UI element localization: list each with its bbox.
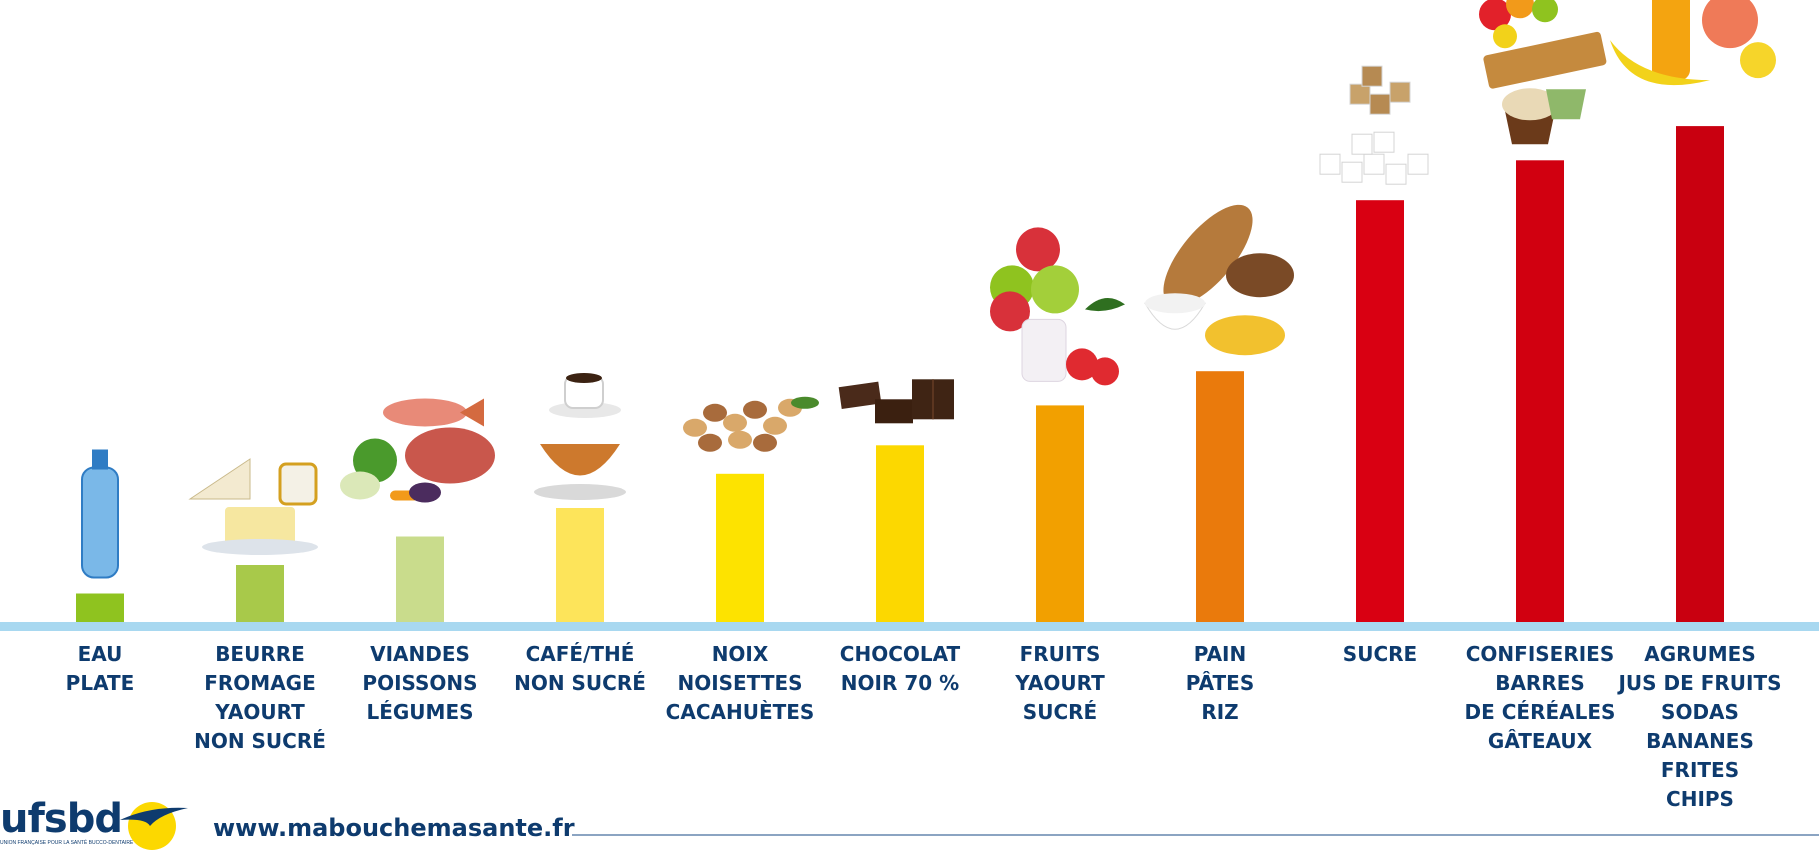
bar <box>1036 405 1084 622</box>
x-tick-label: SUCRE <box>1342 642 1418 666</box>
sugar-cubes-icon <box>1319 65 1429 185</box>
sweets-cereal-bar-icon <box>1479 0 1607 145</box>
footer-divider <box>572 834 1819 836</box>
bar <box>1356 200 1404 622</box>
chocolate-icon <box>838 379 954 424</box>
water-bottle-icon <box>81 449 119 579</box>
x-tick-label: NOIX NOISETTES CACAHUÈTES <box>665 642 815 724</box>
bar <box>716 473 764 622</box>
citrus-soda-fries-icon <box>1610 0 1776 86</box>
x-tick-label: PAIN PÂTES RIZ <box>1185 642 1255 724</box>
nuts-icon <box>683 396 819 452</box>
bar <box>876 445 924 622</box>
cheese-butter-icon <box>188 458 318 555</box>
bar <box>396 536 444 622</box>
x-tick-label: FRUITS YAOURT SUCRÉ <box>1015 642 1105 724</box>
bars <box>76 126 1724 623</box>
x-tick-label: CONFISERIES BARRES DE CÉRÉALES GÂTEAUX <box>1464 642 1616 753</box>
bar <box>76 593 124 622</box>
coffee-tea-icon <box>534 373 626 500</box>
bar <box>1196 371 1244 622</box>
bar <box>1676 126 1724 622</box>
website-url[interactable]: www.mabouchemasante.fr <box>213 814 575 842</box>
logo-text: ufsbd <box>0 796 123 842</box>
ufsbd-logo: ufsbd UNION FRANÇAISE POUR LA SANTÉ BUCC… <box>0 796 200 854</box>
x-tick-label: AGRUMES JUS DE FRUITS SODAS BANANES FRIT… <box>1618 642 1782 811</box>
bread-rice-pasta-icon <box>1144 204 1294 356</box>
bar <box>556 508 604 622</box>
fruits-yogurt-icon <box>990 227 1125 386</box>
bar <box>236 565 284 622</box>
x-tick-label: VIANDES POISSONS LÉGUMES <box>362 642 478 724</box>
bar <box>1516 160 1564 623</box>
x-tick-label: CHOCOLAT NOIR 70 % <box>839 642 961 695</box>
x-tick-label: CAFÉ/THÉ NON SUCRÉ <box>514 642 646 695</box>
meat-fish-vegetables-icon <box>340 398 495 503</box>
baseline <box>0 622 1819 631</box>
x-tick-label: BEURRE FROMAGE YAOURT NON SUCRÉ <box>194 642 326 753</box>
x-tick-label: EAU PLATE <box>65 642 135 695</box>
logo-subtitle: UNION FRANÇAISE POUR LA SANTÉ BUCCO-DENT… <box>0 840 134 846</box>
food-illustrations <box>81 0 1776 579</box>
